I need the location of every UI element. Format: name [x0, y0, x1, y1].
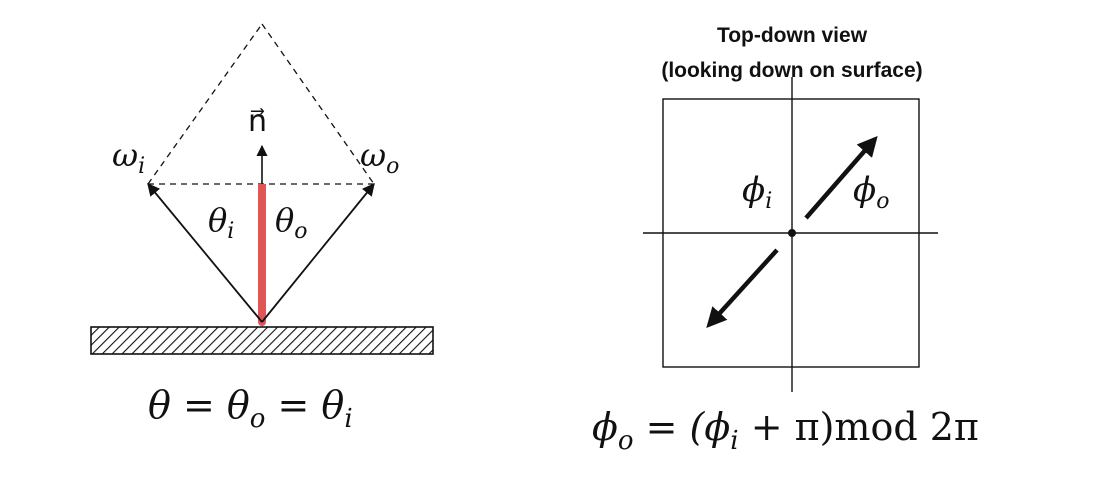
- phi-i-label: ϕi: [742, 170, 772, 214]
- phi-i-direction-arrow: [706, 248, 779, 329]
- top-down-view: Top-down view (looking down on surface) …: [592, 24, 979, 456]
- surface-hatched: [90, 326, 434, 355]
- theta-o-label: θo: [275, 201, 308, 244]
- dashed-upper-right: [261, 23, 375, 185]
- phi-equation: ϕo = (ϕi + π)mod 2π: [592, 405, 979, 456]
- incoming-direction-arrow: [147, 183, 263, 323]
- top-down-subtitle: (looking down on surface): [661, 59, 922, 82]
- origin-point: [788, 229, 796, 237]
- incoming-label: ωi: [112, 136, 145, 179]
- outgoing-direction-arrow: [261, 183, 375, 323]
- phi-o-direction-arrow: [804, 135, 878, 220]
- reflection-side-view: n⃗ ωi ωo θi θo θ = θo = θi: [90, 23, 434, 434]
- phi-o-label: ϕo: [853, 170, 889, 214]
- theta-i-label: θi: [208, 201, 234, 244]
- normal-label: n⃗: [248, 104, 267, 139]
- top-down-title: Top-down view: [717, 24, 868, 47]
- dashed-upper-left: [147, 23, 263, 185]
- theta-equation: θ = θo = θi: [148, 383, 353, 434]
- outgoing-label: ωo: [360, 136, 399, 179]
